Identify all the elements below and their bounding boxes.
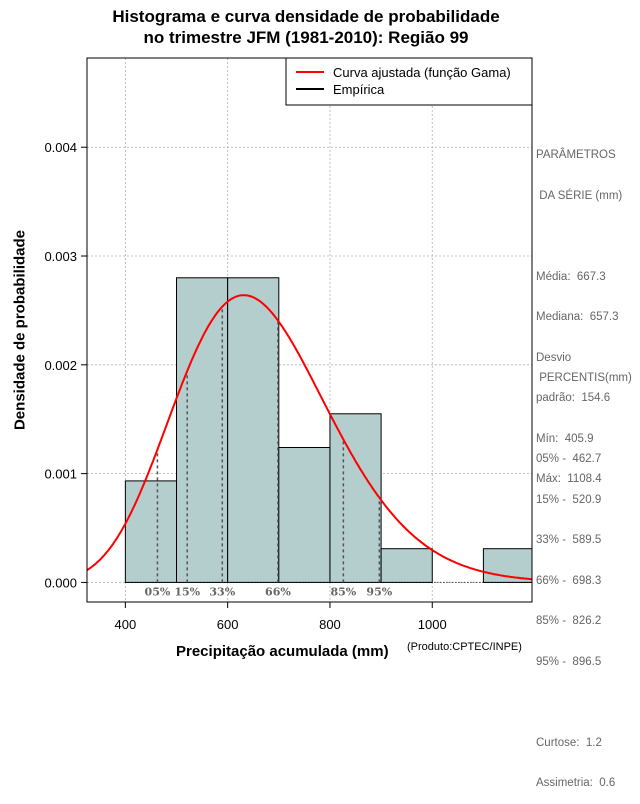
x-axis-label: Precipitação acumulada (mm)	[176, 643, 389, 660]
y-tick-label: 0.002	[44, 358, 77, 373]
percentiles-title: PERCENTIS(mm)	[536, 372, 632, 384]
percentile-marker-label: 33%	[209, 585, 235, 598]
stat-skewness: Assimetria: 0.6	[536, 777, 616, 789]
y-tick-label: 0.001	[44, 467, 77, 482]
param-mean: Média: 667.3	[536, 270, 606, 283]
chart-title: Histograma e curva densidade de probabil…	[0, 6, 612, 48]
percentile-66: 66% - 698.3	[536, 574, 602, 587]
percentile-marker-label: 05%	[145, 585, 171, 598]
percentile-85: 85% - 826.2	[536, 615, 602, 627]
percentile-15: 15% - 520.9	[536, 493, 602, 506]
param-median: Mediana: 657.3	[536, 311, 619, 323]
percentile-marker-label: 15%	[174, 585, 200, 598]
gamma-fit-curve	[87, 294, 532, 581]
legend-label: Curva ajustada (função Gama)	[333, 65, 511, 80]
legend: Curva ajustada (função Gama) Empírica	[285, 57, 533, 106]
params-title-line-2: DA SÉRIE (mm)	[536, 189, 623, 202]
x-tick-label: 600	[217, 617, 239, 632]
product-credit: (Produto:CPTEC/INPE)	[407, 641, 522, 653]
x-tick-label: 1000	[418, 617, 447, 632]
y-axis-label: Densidade de probabilidade	[11, 229, 29, 431]
histogram-bar	[124, 480, 178, 583]
percentile-95: 95% - 896.5	[536, 655, 602, 668]
param-min: Mín: 405.9	[536, 432, 594, 445]
percentiles-panel: PERCENTIS(mm) 05% - 462.7 15% - 520.9 33…	[536, 345, 632, 804]
y-tick-label: 0.004	[44, 140, 77, 155]
percentile-marker-label: 95%	[366, 585, 392, 598]
histogram-chart: 05% 15% 33% 66% 85% 95% 400 600 800 1000 0.000 0.00…	[44, 57, 533, 632]
param-max: Máx: 1108.4	[536, 473, 602, 485]
histogram-bar	[278, 447, 331, 583]
histogram-bar	[176, 277, 229, 583]
percentile-05: 05% - 462.7	[536, 453, 602, 465]
legend-label: Empírica	[333, 82, 385, 97]
x-tick-label: 800	[319, 617, 341, 632]
params-title-line-1: PARÂMETROS	[536, 149, 616, 161]
percentile-marker-label: 66%	[265, 585, 291, 598]
chart-title-line-2: no trimestre JFM (1981-2010): Região 99	[143, 28, 469, 47]
chart-title-line-1: Histograma e curva densidade de probabil…	[112, 7, 500, 26]
histogram-bar	[380, 548, 433, 583]
y-tick-label: 0.000	[44, 575, 77, 590]
series-parameters-panel: PARÂMETROS DA SÉRIE (mm) Média: 667.3 Me…	[536, 122, 622, 500]
param-sd-label: Desvio	[536, 351, 572, 364]
stat-kurtosis: Curtose: 1.2	[536, 736, 602, 749]
plot-area	[87, 277, 532, 583]
param-sd: padrão: 154.6	[536, 392, 611, 404]
histogram-bar	[227, 277, 280, 583]
percentile-33: 33% - 589.5	[536, 534, 602, 546]
y-tick-label: 0.003	[44, 249, 77, 264]
x-tick-label: 400	[115, 617, 137, 632]
legend-box	[285, 57, 533, 106]
histogram-bar	[329, 413, 382, 583]
percentile-marker-label: 85%	[330, 585, 356, 598]
